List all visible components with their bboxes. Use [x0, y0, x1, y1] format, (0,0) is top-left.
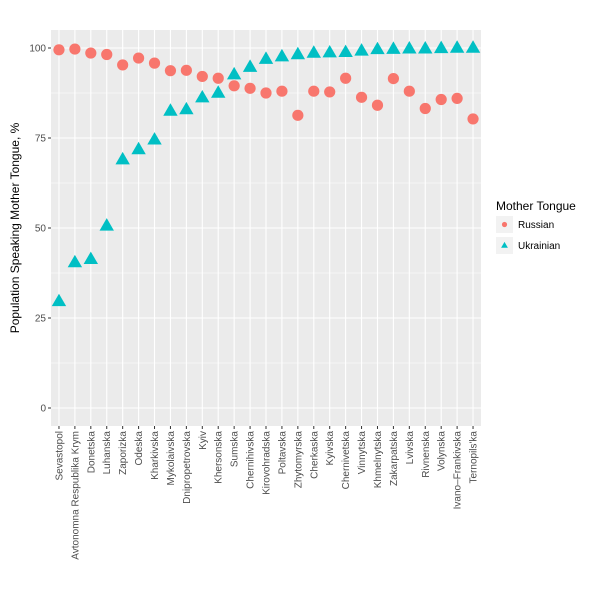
legend-label-russian: Russian	[518, 220, 554, 231]
data-point-russian	[228, 80, 240, 92]
data-point-ukrainian	[67, 254, 83, 268]
data-point-ukrainian	[338, 44, 353, 58]
data-point-ukrainian	[449, 40, 465, 53]
x-tick-label: Vinnytska	[357, 431, 368, 475]
data-point-russian	[403, 85, 415, 97]
data-point-ukrainian	[131, 141, 146, 155]
x-tick-label: Kharkivska	[150, 431, 161, 480]
data-point-russian	[467, 113, 479, 125]
legend-key-ukrainian	[501, 241, 508, 248]
x-tick-label: Zakarpatska	[389, 431, 400, 486]
data-point-russian	[340, 72, 352, 84]
y-tick-label: 0	[40, 404, 46, 415]
legend: Mother Tongue Russian Ukrainian	[496, 199, 576, 254]
data-point-russian	[180, 64, 192, 76]
data-point-ukrainian	[99, 218, 114, 231]
x-tick-label: Chernivetska	[341, 431, 352, 490]
data-point-ukrainian	[465, 40, 481, 53]
x-tick-label: Donetska	[86, 431, 97, 474]
data-point-russian	[85, 47, 97, 59]
data-point-ukrainian	[370, 41, 385, 55]
x-tick-label: Ternopils'ka	[469, 431, 480, 484]
legend-key-russian	[501, 221, 508, 228]
x-tick-label: Volynska	[437, 431, 448, 471]
data-point-russian	[164, 65, 177, 77]
x-tick-label: Chernihivska	[246, 431, 257, 489]
y-tick-label: 75	[35, 134, 47, 145]
x-tick-label: Lvivska	[405, 431, 416, 465]
data-point-ukrainian	[433, 40, 449, 54]
data-point-ukrainian	[242, 59, 258, 72]
x-tick-label: Zhytomyrska	[293, 431, 304, 489]
data-point-ukrainian	[179, 101, 194, 115]
data-point-russian	[101, 48, 113, 61]
data-point-russian	[53, 44, 65, 56]
data-point-ukrainian	[163, 103, 178, 116]
data-points	[51, 40, 481, 307]
grid-major	[51, 30, 481, 426]
data-point-russian	[435, 93, 447, 106]
data-point-russian	[196, 70, 208, 83]
data-point-russian	[69, 43, 81, 55]
x-tick-label: Odeska	[134, 431, 145, 466]
y-axis-title: Population Speaking Mother Tongue, %	[8, 122, 22, 333]
x-tick-label: Sumska	[230, 431, 241, 468]
data-point-russian	[244, 82, 256, 94]
x-tick-label: Mykolaivska	[166, 431, 177, 486]
data-point-ukrainian	[83, 251, 99, 265]
data-point-ukrainian	[418, 40, 433, 54]
data-point-ukrainian	[354, 43, 369, 56]
x-tick-label: Kirovohradska	[262, 431, 273, 495]
x-tick-label: Poltavska	[277, 431, 288, 475]
data-point-ukrainian	[386, 41, 401, 54]
data-point-russian	[132, 52, 145, 64]
data-point-ukrainian	[322, 44, 337, 58]
data-point-ukrainian	[274, 48, 290, 62]
data-point-ukrainian	[211, 85, 226, 98]
x-tick-label: Khersonska	[214, 431, 225, 484]
data-point-russian	[292, 109, 304, 121]
x-tick-label: Khmelnytska	[373, 431, 384, 489]
x-tick-label: Ivano–Frankivska	[453, 431, 464, 510]
data-point-russian	[355, 91, 368, 103]
data-point-ukrainian	[402, 40, 417, 54]
data-point-ukrainian	[195, 89, 210, 103]
data-point-ukrainian	[51, 293, 67, 307]
x-tick-label: Luhanska	[102, 431, 113, 475]
data-point-ukrainian	[258, 51, 274, 64]
data-point-russian	[117, 59, 129, 71]
data-point-russian	[276, 85, 288, 97]
data-point-russian	[308, 85, 320, 97]
data-point-russian	[387, 73, 400, 85]
legend-items: Russian Ukrainian	[496, 216, 560, 254]
data-point-ukrainian	[226, 66, 242, 80]
y-tick-label: 100	[29, 44, 46, 55]
x-tick-label: Zaporizka	[118, 431, 129, 475]
x-tick-label: Dnipropetrovska	[182, 431, 193, 504]
data-point-russian	[371, 99, 384, 111]
data-point-ukrainian	[115, 151, 130, 165]
y-axis: 0 25 50 75 100	[29, 44, 51, 415]
data-point-russian	[324, 86, 336, 98]
x-tick-label: Rivnenska	[421, 431, 432, 478]
x-tick-label: Kyiv	[198, 431, 209, 450]
data-point-russian	[260, 87, 272, 99]
x-axis: Sevastopol Avtonomna Respublika Krym Donet…	[54, 426, 480, 560]
x-tick-label: Kyivska	[325, 431, 336, 466]
legend-label-ukrainian: Ukrainian	[518, 241, 560, 252]
data-point-russian	[451, 92, 463, 104]
x-tick-label: Avtonomna Respublika Krym	[70, 431, 81, 560]
data-point-russian	[212, 72, 224, 84]
y-tick-label: 25	[35, 314, 47, 325]
data-point-russian	[419, 102, 431, 115]
data-point-ukrainian	[290, 46, 306, 60]
data-point-russian	[148, 57, 161, 69]
data-point-ukrainian	[306, 45, 321, 58]
x-tick-label: Cherkaska	[309, 431, 320, 479]
y-tick-label: 50	[35, 224, 47, 235]
x-tick-label: Sevastopol	[54, 431, 65, 480]
legend-title: Mother Tongue	[496, 199, 576, 213]
data-point-ukrainian	[147, 132, 162, 145]
